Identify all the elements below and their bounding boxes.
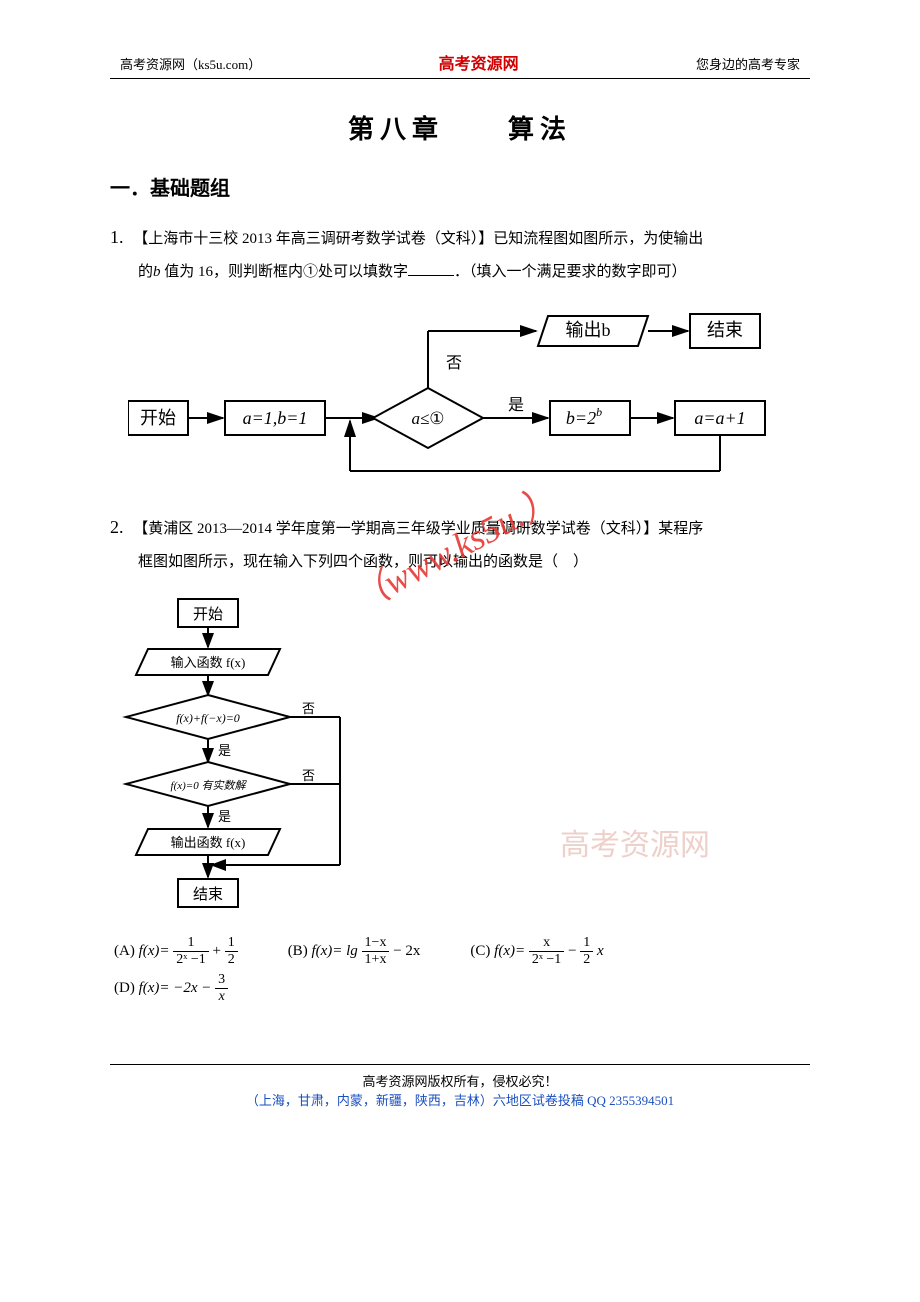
svg-text:f(x)=0 有实数解: f(x)=0 有实数解 — [171, 779, 248, 792]
svg-text:开始: 开始 — [140, 408, 176, 428]
q1-number: 1. — [110, 227, 124, 247]
svg-text:是: 是 — [218, 809, 231, 824]
q2-text-b: 框图如图所示，现在输入下列四个函数，则可以输出的函数是（ ） — [138, 554, 588, 570]
svg-text:结束: 结束 — [193, 886, 223, 903]
q1-blank — [408, 262, 454, 276]
svg-text:a=1,b=1: a=1,b=1 — [243, 408, 308, 428]
q1-flowchart: 输出b 结束 否 开始 a=1,b=1 a≤① 是 b=2b — [128, 306, 810, 491]
q2-source: 【黄浦区 2013—2014 学年度第一学期高三年级学业质量调研数学试卷（文科）… — [133, 521, 658, 537]
q2-options: (A) f(x)= 12ˣ −1 + 12 (B) f(x)= lg 1−x1+… — [114, 936, 810, 1004]
chapter-title: 第八章 算法 — [110, 109, 810, 146]
svg-text:否: 否 — [302, 768, 315, 783]
header-left: 高考资源网（ks5u.com） — [120, 54, 261, 73]
page-header: 高考资源网（ks5u.com） 高考资源网 您身边的高考专家 — [110, 50, 810, 78]
option-c: (C) f(x)= x2ˣ −1 − 12 x — [470, 936, 603, 967]
footer-rule — [110, 1064, 810, 1065]
option-b: (B) f(x)= lg 1−x1+x − 2x — [288, 936, 421, 967]
page-footer: 高考资源网版权所有，侵权必究！ （上海，甘肃，内蒙，新疆，陕西，吉林）六地区试卷… — [110, 1064, 810, 1109]
question-1: 1. 【上海市十三校 2013 年高三调研考数学试卷（文科）】已知流程图如图所示… — [110, 219, 810, 288]
header-rule — [110, 78, 810, 79]
q1-text-a: 已知流程图如图所示，为使输出 — [493, 231, 703, 247]
option-a: (A) f(x)= 12ˣ −1 + 12 — [114, 936, 238, 967]
header-right: 您身边的高考专家 — [696, 54, 800, 73]
svg-text:否: 否 — [302, 701, 315, 716]
svg-text:输出b: 输出b — [566, 320, 611, 340]
svg-text:a=a+1: a=a+1 — [694, 408, 745, 428]
q2-flowchart: 开始 输入函数 f(x) f(x)+f(−x)=0 否 是 f(x)=0 有实数… — [120, 597, 810, 922]
svg-text:是: 是 — [508, 397, 524, 414]
svg-text:结束: 结束 — [707, 320, 743, 340]
svg-text:输出函数 f(x): 输出函数 f(x) — [171, 835, 246, 850]
q1-source: 【上海市十三校 2013 年高三调研考数学试卷（文科）】 — [133, 231, 493, 247]
svg-text:输入函数 f(x): 输入函数 f(x) — [171, 655, 246, 670]
q1-text-b1: 的 — [138, 264, 153, 280]
q1-text-b3: ．（填入一个满足要求的数字即可） — [454, 264, 687, 280]
q2-number: 2. — [110, 517, 124, 537]
svg-text:是: 是 — [218, 743, 231, 758]
section-title: 一．基础题组 — [110, 172, 810, 201]
footer-line-2: （上海，甘肃，内蒙，新疆，陕西，吉林）六地区试卷投稿 QQ 2355394501 — [110, 1090, 810, 1109]
question-2: 2. 【黄浦区 2013—2014 学年度第一学期高三年级学业质量调研数学试卷（… — [110, 509, 810, 578]
header-center: 高考资源网 — [439, 50, 519, 74]
svg-text:开始: 开始 — [193, 606, 223, 623]
svg-text:否: 否 — [446, 355, 462, 372]
option-d: (D) f(x)= −2x − 3x — [114, 973, 228, 1004]
svg-text:a≤①: a≤① — [411, 409, 444, 428]
q2-text-a: 某程序 — [658, 521, 703, 537]
svg-text:f(x)+f(−x)=0: f(x)+f(−x)=0 — [176, 711, 240, 725]
footer-line-1: 高考资源网版权所有，侵权必究！ — [110, 1071, 810, 1090]
q1-text-b2: 值为 16，则判断框内①处可以填数字 — [161, 264, 409, 280]
q1-var-b: b — [153, 264, 161, 280]
